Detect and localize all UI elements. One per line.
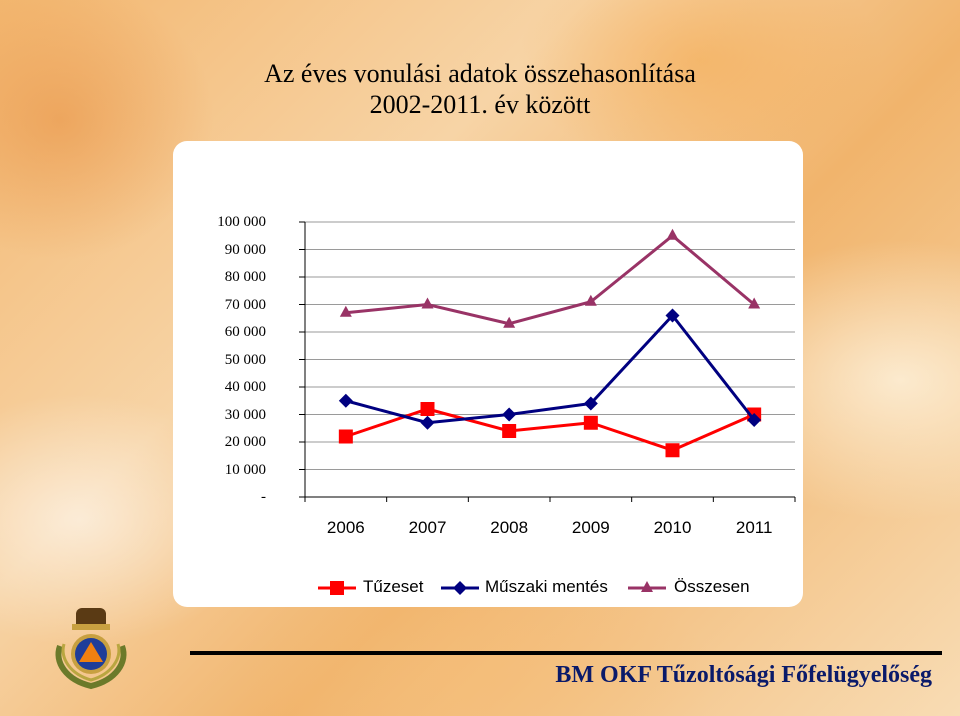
y-tick-label: - — [261, 489, 266, 505]
data-point-tuzeset — [583, 415, 598, 430]
data-point-osszesen — [666, 228, 679, 240]
y-tick-label: 20 000 — [224, 434, 266, 450]
data-point-tuzeset — [338, 429, 353, 444]
legend-label-osszesen: Összesen — [674, 577, 750, 596]
data-point-muszaki-mentes — [583, 396, 598, 411]
data-point-osszesen — [748, 297, 761, 309]
data-point-tuzeset — [665, 443, 680, 458]
legend-label-tuzeset: Tűzeset — [363, 577, 424, 596]
y-tick-label: 40 000 — [224, 379, 266, 395]
slide-title-line-2: 2002-2011. év között — [369, 90, 591, 119]
data-point-osszesen — [584, 294, 597, 306]
x-tick-label: 2008 — [490, 518, 529, 537]
legend-marker-tuzeset — [330, 581, 344, 595]
footer-organization: BM OKF Tűzoltósági Főfelügyelőség — [555, 662, 932, 688]
series-line-muszaki-mentes — [345, 313, 756, 425]
legend-label-muszaki-mentes: Műszaki mentés — [485, 577, 608, 596]
data-point-tuzeset — [420, 402, 435, 416]
data-point-osszesen — [421, 297, 434, 309]
slide-title-line-1: Az éves vonulási adatok összehasonlítása — [264, 59, 696, 88]
data-point-muszaki-mentes — [747, 413, 762, 427]
data-point-muszaki-mentes — [338, 393, 353, 408]
y-tick-label: 90 000 — [224, 241, 266, 258]
legend-marker-osszesen — [641, 581, 653, 592]
data-point-osszesen — [503, 316, 516, 328]
x-tick-label: 2007 — [408, 518, 447, 537]
data-point-osszesen — [339, 305, 352, 317]
data-point-muszaki-mentes — [502, 407, 517, 422]
legend-marker-muszaki-mentes — [453, 581, 467, 595]
y-tick-label: 50 000 — [224, 351, 266, 368]
x-tick-label: 2010 — [653, 518, 692, 537]
x-tick-label: 2006 — [326, 518, 365, 537]
footer-divider — [190, 651, 942, 655]
x-tick-label: 2009 — [571, 518, 610, 537]
slide-title: Az éves vonulási adatok összehasonlítása… — [0, 58, 960, 120]
y-tick-label: 10 000 — [224, 461, 266, 478]
fire-department-emblem-icon — [55, 608, 127, 690]
y-tick-label: 100 000 — [217, 214, 266, 230]
x-tick-label: 2011 — [735, 518, 773, 537]
data-point-tuzeset — [502, 424, 517, 438]
y-tick-label: 80 000 — [224, 269, 266, 285]
chart-panel — [173, 141, 803, 607]
y-tick-label: 60 000 — [224, 324, 266, 340]
y-tick-label: 70 000 — [224, 296, 266, 313]
data-point-muszaki-mentes — [420, 415, 435, 430]
data-point-muszaki-mentes — [665, 308, 680, 323]
y-tick-label: 30 000 — [224, 406, 266, 423]
series-line-tuzeset — [345, 407, 755, 452]
series-line-osszesen — [345, 233, 756, 326]
